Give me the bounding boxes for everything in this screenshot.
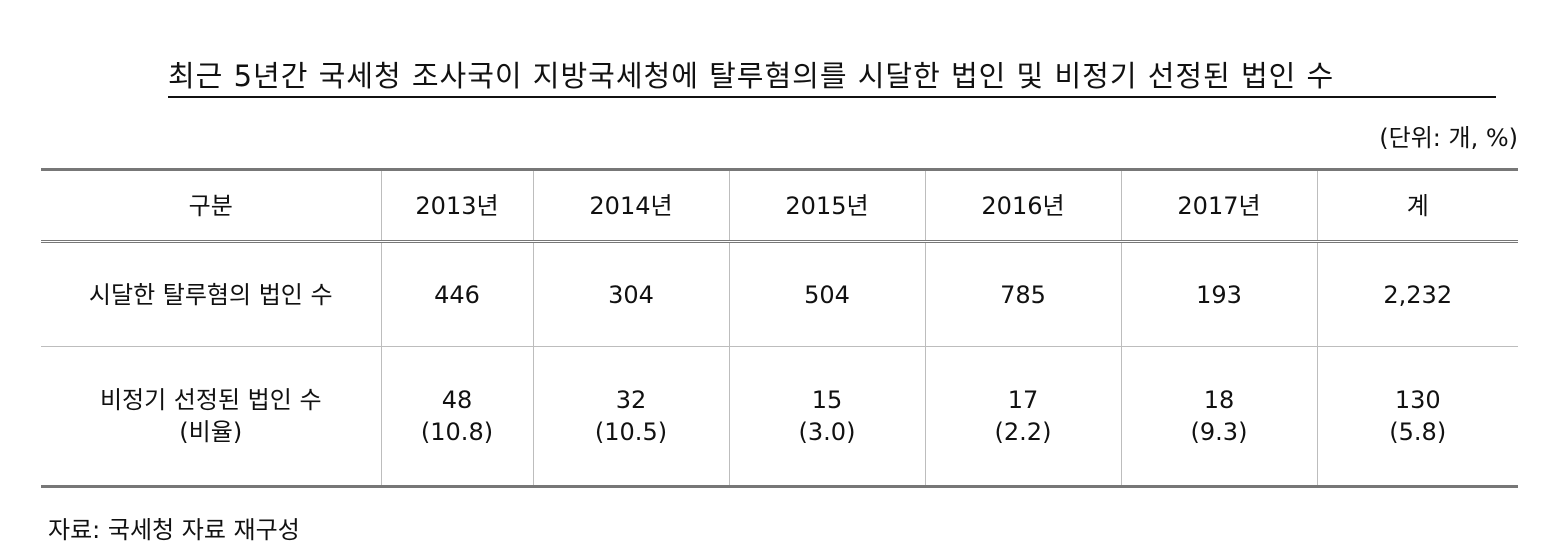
table-cell-total: 2,232 bbox=[1316, 241, 1518, 347]
table-cell: 48 (10.8) bbox=[380, 346, 533, 487]
table-cell: 446 bbox=[380, 241, 533, 347]
table-row-irregular-selected: 비정기 선정된 법인 수 (비율) 48 (10.8) 32 (10.5) 15… bbox=[41, 346, 1518, 487]
row-label-sub: (비율) bbox=[179, 418, 243, 446]
cell-count: 130 bbox=[1394, 386, 1441, 414]
table-cell: 304 bbox=[532, 241, 729, 347]
column-header-category: 구분 bbox=[188, 191, 233, 220]
cell-count: 48 bbox=[441, 386, 473, 414]
row-label: 시달한 탈루혐의 법인 수 bbox=[88, 280, 333, 309]
column-header-2013: 2013년 bbox=[380, 169, 533, 242]
column-header-2017: 2017년 bbox=[1120, 169, 1317, 242]
table-cell: 18 (9.3) bbox=[1120, 346, 1317, 487]
table-cell: 17 (2.2) bbox=[924, 346, 1121, 487]
unit-note: (단위: 개, %) bbox=[1379, 124, 1518, 152]
cell-ratio: (5.8) bbox=[1389, 418, 1447, 446]
column-header-2016: 2016년 bbox=[924, 169, 1121, 242]
column-header-2015: 2015년 bbox=[728, 169, 925, 242]
table-cell: 193 bbox=[1120, 241, 1317, 347]
cell-count: 32 bbox=[615, 386, 647, 414]
cell-ratio: (2.2) bbox=[994, 418, 1052, 446]
column-header-total: 계 bbox=[1316, 169, 1518, 242]
source-note: 자료: 국세청 자료 재구성 bbox=[48, 516, 300, 544]
column-header-2014: 2014년 bbox=[532, 169, 729, 242]
table-row-notified-corporations: 시달한 탈루혐의 법인 수 446 304 504 785 193 2,232 bbox=[41, 241, 1518, 347]
statistics-table: 구분 2013년 2014년 2015년 2016년 2017년 계 시달한 탈… bbox=[41, 168, 1518, 488]
cell-count: 17 bbox=[1007, 386, 1039, 414]
table-cell-total: 130 (5.8) bbox=[1316, 346, 1518, 487]
table-cell: 32 (10.5) bbox=[532, 346, 729, 487]
cell-count: 15 bbox=[811, 386, 843, 414]
row-label: 비정기 선정된 법인 수 (비율) bbox=[41, 347, 381, 487]
cell-ratio: (10.8) bbox=[420, 418, 494, 446]
table-cell: 15 (3.0) bbox=[728, 346, 925, 487]
table-cell: 504 bbox=[728, 241, 925, 347]
table-header-row: 구분 2013년 2014년 2015년 2016년 2017년 계 bbox=[41, 169, 1518, 242]
table-cell: 785 bbox=[924, 241, 1121, 347]
table-title: 최근 5년간 국세청 조사국이 지방국세청에 탈루혐의를 시달한 법인 및 비정… bbox=[168, 56, 1496, 98]
cell-ratio: (3.0) bbox=[798, 418, 856, 446]
cell-count: 18 bbox=[1203, 386, 1235, 414]
cell-ratio: (10.5) bbox=[594, 418, 668, 446]
row-label-line: 비정기 선정된 법인 수 bbox=[99, 386, 322, 414]
cell-ratio: (9.3) bbox=[1190, 418, 1248, 446]
